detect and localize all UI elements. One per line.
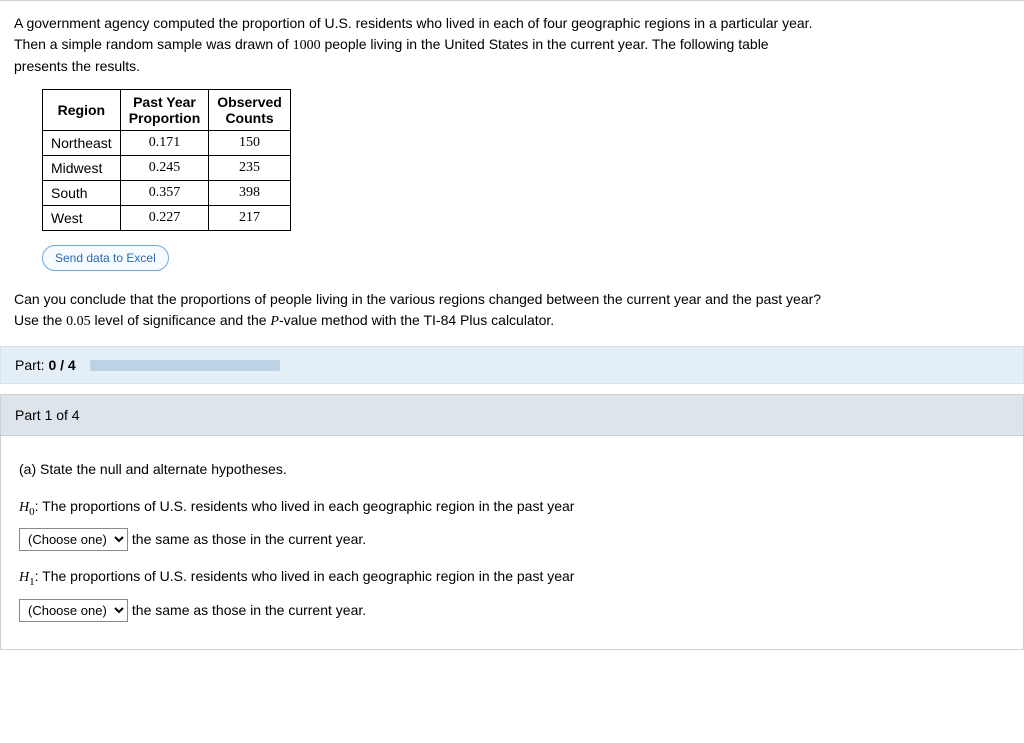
h0-choice-line: (Choose one) the same as those in the cu…	[19, 526, 1005, 553]
h1-text: : The proportions of U.S. residents who …	[35, 568, 575, 584]
q-line1: Can you conclude that the proportions of…	[14, 291, 821, 307]
cell-region: Midwest	[43, 156, 121, 181]
progress-label: Part: 0 / 4	[15, 357, 76, 373]
table-row: South 0.357 398	[43, 181, 291, 206]
col-region: Region	[43, 90, 121, 131]
cell-count: 150	[209, 131, 291, 156]
intro-line2b: people living in the United States in th…	[321, 36, 769, 52]
h0-line: H0: The proportions of U.S. residents wh…	[19, 493, 1005, 523]
intro-line1: A government agency computed the proport…	[14, 15, 812, 31]
cell-region: South	[43, 181, 121, 206]
send-to-excel-button[interactable]: Send data to Excel	[42, 245, 169, 271]
sample-size: 1000	[293, 38, 321, 53]
cell-region: Northeast	[43, 131, 121, 156]
h1-tail: the same as those in the current year.	[128, 602, 366, 618]
alpha-value: 0.05	[66, 314, 91, 329]
table-row: West 0.227 217	[43, 206, 291, 231]
cell-count: 235	[209, 156, 291, 181]
cell-prop: 0.245	[120, 156, 209, 181]
h1-line: H1: The proportions of U.S. residents wh…	[19, 563, 1005, 593]
q-line2c: -value method with the TI-84 Plus calcul…	[279, 312, 554, 328]
col-past-year: Past YearProportion	[120, 90, 209, 131]
q-line2a: Use the	[14, 312, 66, 328]
q-line2b: level of significance and the	[91, 312, 271, 328]
question-text: Can you conclude that the proportions of…	[14, 289, 1010, 332]
part-1-body: (a) State the null and alternate hypothe…	[0, 436, 1024, 650]
h1-choose-select[interactable]: (Choose one)	[19, 599, 128, 622]
progress-bar	[90, 360, 280, 371]
h0-tail: the same as those in the current year.	[128, 531, 366, 547]
data-table: Region Past YearProportion ObservedCount…	[42, 89, 291, 231]
intro-line2a: Then a simple random sample was drawn of	[14, 36, 293, 52]
progress-row: Part: 0 / 4	[0, 346, 1024, 384]
h0-choose-select[interactable]: (Choose one)	[19, 528, 128, 551]
col-observed: ObservedCounts	[209, 90, 291, 131]
cell-prop: 0.171	[120, 131, 209, 156]
h1-choice-line: (Choose one) the same as those in the cu…	[19, 597, 1005, 624]
p-symbol: P	[270, 314, 279, 329]
h0-text: : The proportions of U.S. residents who …	[35, 498, 575, 514]
cell-count: 217	[209, 206, 291, 231]
part-1-header: Part 1 of 4	[0, 394, 1024, 436]
cell-prop: 0.357	[120, 181, 209, 206]
table-row: Northeast 0.171 150	[43, 131, 291, 156]
problem-intro: A government agency computed the proport…	[14, 13, 1010, 77]
table-header-row: Region Past YearProportion ObservedCount…	[43, 90, 291, 131]
intro-line3: presents the results.	[14, 58, 140, 74]
cell-count: 398	[209, 181, 291, 206]
h0-symbol: H0	[19, 500, 35, 515]
table-row: Midwest 0.245 235	[43, 156, 291, 181]
h1-symbol: H1	[19, 570, 35, 585]
cell-region: West	[43, 206, 121, 231]
cell-prop: 0.227	[120, 206, 209, 231]
part-1-prompt: (a) State the null and alternate hypothe…	[19, 456, 1005, 483]
